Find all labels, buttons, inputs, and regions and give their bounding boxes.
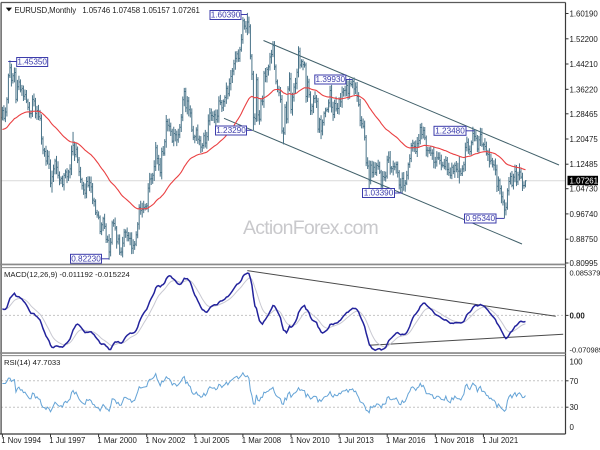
svg-text:0.085379: 0.085379 <box>570 269 600 278</box>
svg-text:1 Mar 2008: 1 Mar 2008 <box>242 436 281 445</box>
svg-text:1.45350: 1.45350 <box>17 58 47 67</box>
svg-text:1.23480: 1.23480 <box>435 127 465 136</box>
svg-text:1.20475: 1.20475 <box>570 135 599 144</box>
svg-text:RSI(14) 47.7033: RSI(14) 47.7033 <box>4 358 60 367</box>
svg-text:1.60390: 1.60390 <box>211 11 241 20</box>
svg-text:1.36220: 1.36220 <box>570 85 599 94</box>
svg-text:EURUSD,Monthly 1.05746 1.074: EURUSD,Monthly 1.05746 1.07458 1.05157 1… <box>15 6 200 15</box>
svg-text:0.96740: 0.96740 <box>570 210 599 219</box>
svg-text:1 Jul 2013: 1 Jul 2013 <box>338 436 374 445</box>
svg-text:1.12485: 1.12485 <box>570 160 599 169</box>
svg-text:1 Nov 2002: 1 Nov 2002 <box>146 436 186 445</box>
svg-text:1 Nov 1994: 1 Nov 1994 <box>1 436 42 445</box>
svg-text:30: 30 <box>570 403 579 412</box>
svg-text:1 Mar 2000: 1 Mar 2000 <box>97 436 137 445</box>
svg-text:1 Nov 2018: 1 Nov 2018 <box>434 436 474 445</box>
svg-text:1 Nov 2010: 1 Nov 2010 <box>290 436 331 445</box>
svg-text:100: 100 <box>570 358 584 367</box>
svg-text:0: 0 <box>570 423 575 432</box>
svg-text:1.04730: 1.04730 <box>570 185 599 194</box>
svg-text:0.80995: 0.80995 <box>570 259 599 268</box>
svg-text:1 Jul 1997: 1 Jul 1997 <box>49 436 85 445</box>
svg-text:1 Mar 2016: 1 Mar 2016 <box>386 436 425 445</box>
svg-text:0.95340: 0.95340 <box>465 214 495 223</box>
svg-text:1.07261: 1.07261 <box>570 176 599 185</box>
svg-text:1.03390: 1.03390 <box>364 189 394 198</box>
svg-text:1.44210: 1.44210 <box>570 60 599 69</box>
svg-text:1.39930: 1.39930 <box>315 75 345 84</box>
svg-text:ActionForex.com: ActionForex.com <box>243 217 378 239</box>
svg-text:1 Jul 2021: 1 Jul 2021 <box>482 436 518 445</box>
svg-text:MACD(12,26,9) -0.011192 -0.015: MACD(12,26,9) -0.011192 -0.015224 <box>4 270 131 279</box>
svg-text:1.52200: 1.52200 <box>570 35 599 44</box>
svg-text:0.88750: 0.88750 <box>570 235 599 244</box>
svg-text:1.60190: 1.60190 <box>570 10 599 19</box>
svg-text:70: 70 <box>570 377 579 386</box>
svg-text:-0.070989: -0.070989 <box>570 345 600 354</box>
svg-text:0.82230: 0.82230 <box>71 255 101 264</box>
svg-text:0.00: 0.00 <box>570 311 586 320</box>
svg-text:1.23290: 1.23290 <box>216 126 246 135</box>
svg-text:1.28465: 1.28465 <box>570 110 599 119</box>
svg-text:1 Jul 2005: 1 Jul 2005 <box>194 436 231 445</box>
